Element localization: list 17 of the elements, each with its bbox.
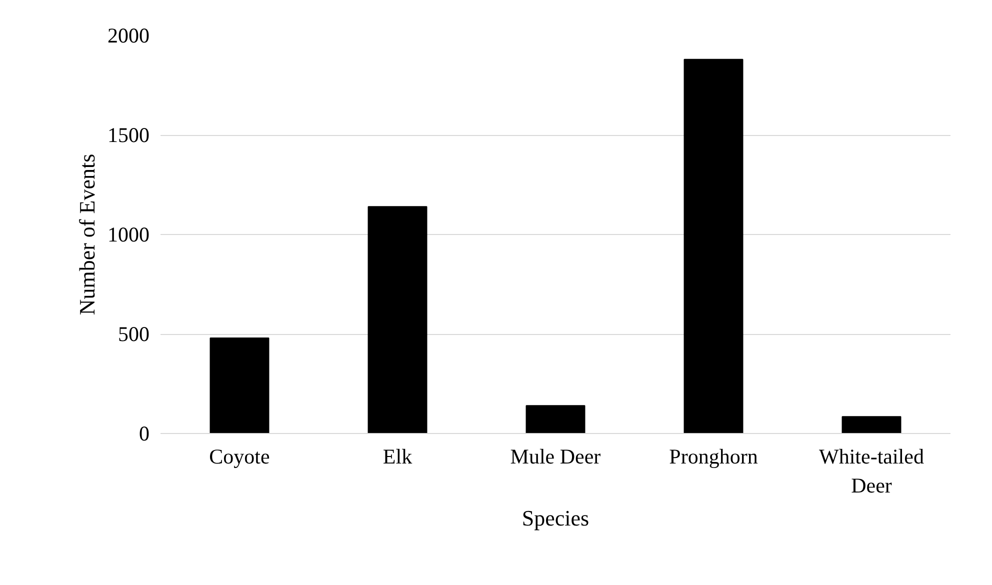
y-tick-label: 1500 [108,123,150,147]
bar [684,58,744,434]
bar [368,206,428,434]
y-tick-label: 1000 [108,222,150,246]
bar [210,337,270,434]
bar [526,405,586,434]
x-tick-label: Mule Deer [510,444,601,468]
x-axis-title: Species [522,505,590,530]
y-tick-label: 0 [139,422,150,446]
bar [842,416,902,434]
y-tick-label: 2000 [108,24,150,48]
x-tick-label: Elk [382,444,413,468]
x-tick-label: Coyote [209,444,270,468]
x-tick-label: White-tailed Deer [819,444,924,498]
x-tick-label: Pronghorn [669,444,758,468]
y-tick-label: 500 [118,322,150,346]
y-axis-title: Number of Events [74,154,100,316]
